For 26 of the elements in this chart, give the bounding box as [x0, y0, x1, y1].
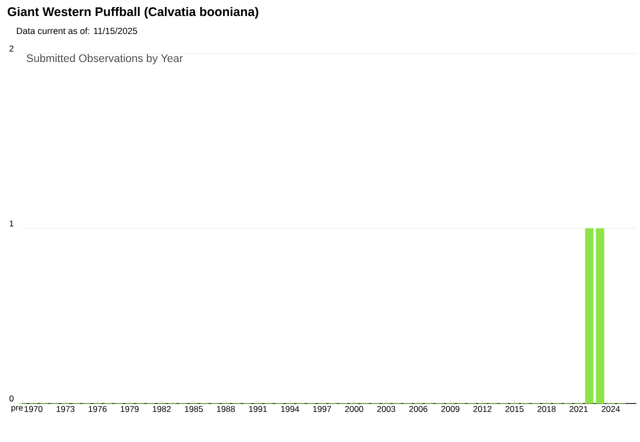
x-tick-label: pre — [11, 406, 23, 412]
y-tick-label: 2 — [10, 46, 14, 52]
x-tick-label: 2018 — [538, 406, 556, 412]
x-tick-label: 2021 — [570, 406, 588, 412]
x-tick-label: 1982 — [152, 406, 171, 412]
x-tick-label: 2012 — [473, 406, 492, 412]
x-tick-label: 2006 — [409, 406, 428, 412]
x-tick-label: 1985 — [184, 406, 203, 412]
x-tick-label: 1973 — [56, 406, 74, 412]
chart-subtitle: Data current as of: 11/15/2025 — [16, 27, 138, 34]
x-tick-label: 1991 — [249, 406, 267, 412]
x-tick-label: 2000 — [345, 406, 364, 412]
x-tick-label: 1970 — [24, 406, 42, 412]
x-tick-label: 2003 — [377, 406, 396, 412]
x-tick-label: 1979 — [120, 406, 139, 412]
annotation: Submitted Observations by Year — [26, 54, 183, 64]
x-tick-label: 2009 — [441, 406, 460, 412]
x-tick-label: 1988 — [217, 406, 235, 412]
x-tick-label: 2024 — [602, 406, 620, 412]
y-tick-label: 0 — [9, 395, 14, 402]
x-tick-label: 1976 — [88, 406, 107, 412]
x-tick-label: 1997 — [313, 406, 332, 412]
x-tick-label: 2015 — [506, 406, 524, 412]
x-tick-label: 1994 — [281, 406, 300, 412]
y-tick-label: 1 — [10, 220, 14, 226]
chart-title: Giant Western Puffball (Calvatia booniana) — [8, 6, 258, 19]
